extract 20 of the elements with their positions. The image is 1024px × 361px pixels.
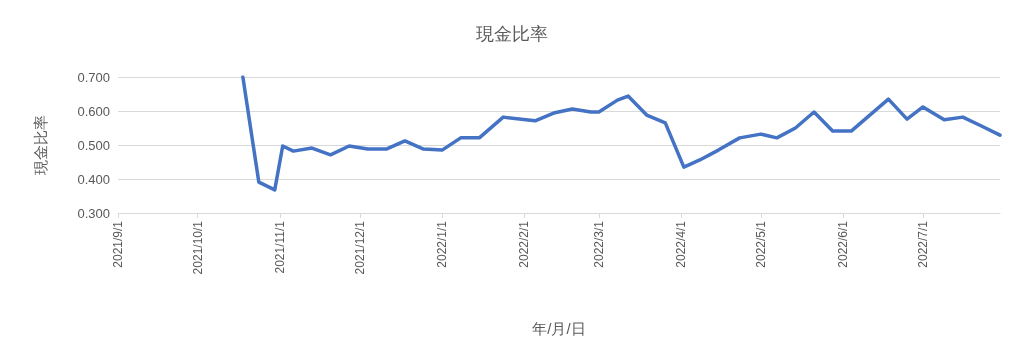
x-tick-label: 2022/6/1 (836, 220, 851, 268)
line-series (241, 75, 1002, 192)
y-tick-label: 0.400 (77, 171, 110, 187)
x-tick-label: 2021/11/1 (273, 220, 288, 274)
y-tick-label: 0.500 (77, 137, 110, 153)
y-tick-label: 0.700 (77, 69, 110, 85)
y-axis-title: 現金比率 (32, 115, 49, 175)
x-tick-label: 2021/12/1 (352, 220, 367, 275)
x-tick-label: 2022/4/1 (674, 220, 689, 268)
x-tick-label: 2022/1/1 (435, 220, 450, 268)
y-tick-label: 0.600 (77, 103, 110, 119)
x-tick-label: 2022/3/1 (591, 220, 606, 268)
x-axis-title: 年/月/日 (532, 320, 586, 337)
x-tick-label: 2022/2/1 (517, 220, 532, 268)
x-tick-label: 2022/7/1 (915, 220, 930, 268)
y-tick-label: 0.300 (77, 205, 110, 221)
x-tick-label: 2021/10/1 (190, 220, 205, 275)
x-tick-label: 2021/9/1 (111, 220, 125, 268)
chart-title: 現金比率 (476, 24, 548, 44)
x-tick-label: 2022/5/1 (753, 220, 768, 268)
